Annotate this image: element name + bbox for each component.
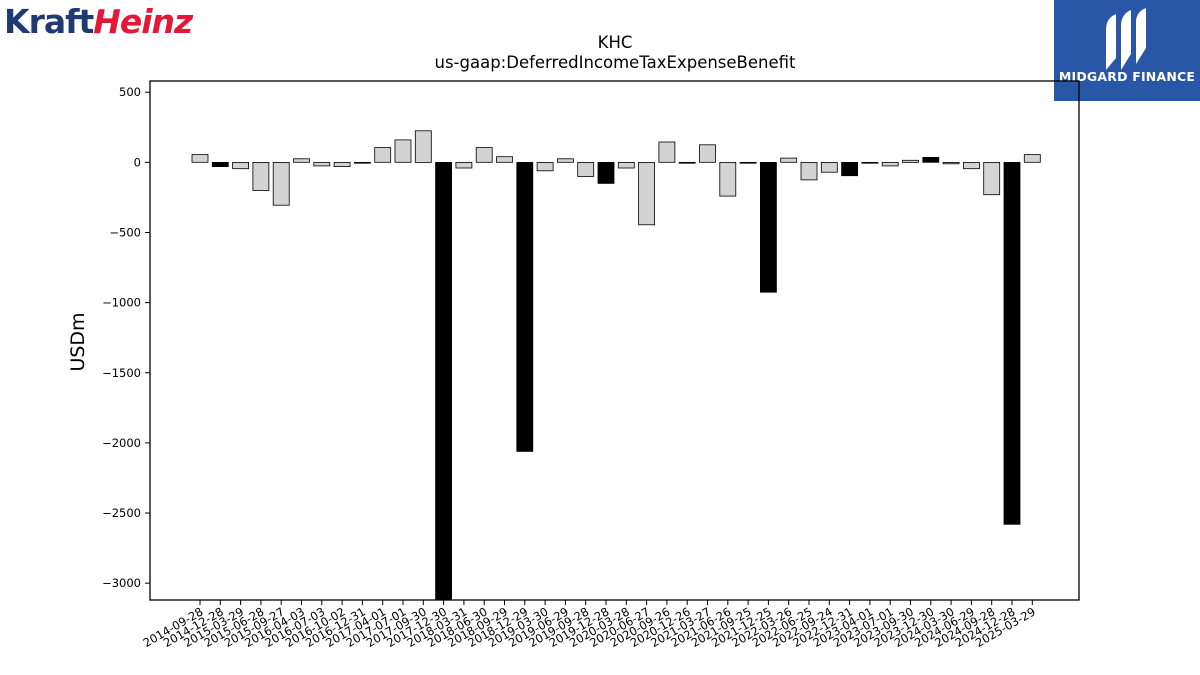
bar bbox=[861, 161, 879, 164]
y-tick-label: 500 bbox=[119, 85, 141, 99]
chart-subtitle: us-gaap:DeferredIncomeTaxExpenseBenefit bbox=[435, 53, 797, 72]
bars bbox=[191, 130, 1041, 601]
bar bbox=[333, 161, 351, 167]
bar bbox=[638, 161, 655, 226]
midgard-finance-badge: MIDGARD FINANCE bbox=[1054, 0, 1200, 101]
bar bbox=[820, 161, 838, 173]
bar bbox=[577, 161, 595, 177]
chart-title: KHC bbox=[598, 33, 633, 52]
logo-text-heinz: Heinz bbox=[93, 2, 193, 41]
bar bbox=[414, 130, 432, 163]
y-tick-label: −500 bbox=[109, 225, 141, 239]
bar bbox=[963, 161, 980, 170]
bar bbox=[435, 161, 453, 601]
y-axis-label: USDm bbox=[67, 312, 89, 371]
bar bbox=[496, 156, 513, 163]
bar bbox=[272, 161, 290, 206]
y-tick-label: −2500 bbox=[102, 506, 141, 520]
publisher-name: MIDGARD FINANCE bbox=[1058, 69, 1196, 84]
bar bbox=[475, 147, 493, 163]
bar bbox=[252, 161, 270, 191]
bar bbox=[780, 157, 798, 163]
bar bbox=[699, 144, 716, 163]
bar bbox=[394, 139, 412, 163]
bar bbox=[516, 161, 534, 452]
bar bbox=[942, 161, 960, 165]
bar bbox=[374, 147, 392, 163]
bar bbox=[191, 154, 209, 163]
bar bbox=[536, 161, 554, 172]
bar bbox=[922, 156, 940, 163]
y-tick-label: −3000 bbox=[102, 576, 141, 590]
logo-text-kraft: Kraft bbox=[4, 2, 94, 41]
bar bbox=[1003, 161, 1021, 525]
x-axis: 2014-09-282014-12-282015-03-292015-06-28… bbox=[141, 600, 1038, 650]
bar bbox=[902, 159, 919, 163]
bar bbox=[293, 158, 310, 163]
bar bbox=[841, 161, 858, 177]
y-tick-label: −1000 bbox=[102, 296, 141, 310]
bar bbox=[557, 158, 574, 163]
y-tick-label: −2000 bbox=[102, 436, 141, 450]
y-tick-label: −1500 bbox=[102, 366, 141, 380]
bar bbox=[658, 141, 676, 163]
bar bbox=[455, 161, 473, 169]
bar bbox=[313, 161, 331, 167]
plot-frame bbox=[149, 80, 1080, 601]
bar bbox=[617, 161, 635, 169]
bar bbox=[800, 161, 818, 181]
y-axis: 500 0 −500 −1000 −1500 −2000 −2500 −3000 bbox=[102, 85, 150, 590]
bar bbox=[739, 161, 757, 164]
kraft-heinz-logo: KraftHeinz bbox=[4, 2, 193, 42]
bar bbox=[232, 161, 250, 170]
bar bbox=[719, 161, 737, 197]
midgard-logo-icon bbox=[1106, 8, 1146, 70]
bar bbox=[597, 161, 615, 184]
bar bbox=[881, 161, 899, 167]
bar bbox=[211, 161, 229, 167]
y-tick-label: 0 bbox=[134, 155, 141, 169]
bar bbox=[678, 161, 696, 164]
bar bbox=[760, 161, 777, 293]
bar bbox=[983, 161, 1001, 196]
bar bbox=[1023, 154, 1041, 163]
bar bbox=[353, 161, 371, 164]
